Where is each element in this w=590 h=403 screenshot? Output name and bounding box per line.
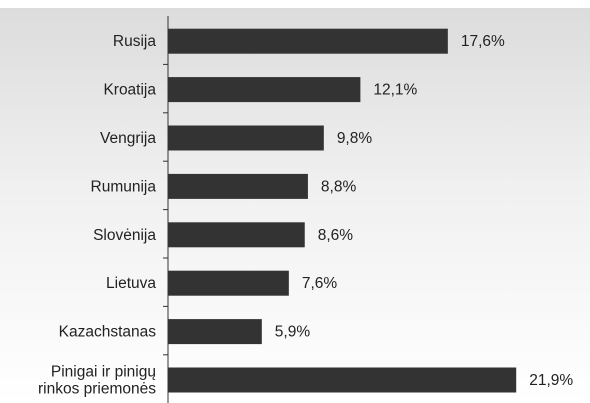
value-label: 21,9% — [529, 372, 573, 389]
category-label: Rusija — [113, 33, 156, 50]
category-label: Lietuva — [106, 275, 156, 292]
bar — [168, 270, 289, 296]
category-label: Slovėnija — [93, 227, 156, 244]
value-label: 8,6% — [318, 227, 354, 244]
value-label: 9,8% — [337, 130, 373, 147]
value-label: 8,8% — [321, 178, 357, 195]
value-label: 17,6% — [461, 33, 505, 50]
bar — [168, 367, 517, 393]
bar — [168, 173, 308, 199]
bar — [168, 28, 448, 54]
bar — [168, 77, 361, 103]
bars-layer — [168, 28, 517, 393]
value-label: 5,9% — [275, 324, 311, 341]
bar — [168, 319, 262, 345]
value-labels: 17,6% 12,1% 9,8% 8,8% 8,6% 7,6% 5,9% 21,9% — [275, 33, 574, 389]
category-label: Pinigai ir pinigų rinkos priemonės — [38, 364, 156, 398]
y-axis-ticks — [163, 63, 168, 356]
bar — [168, 125, 324, 151]
plot-background — [0, 8, 590, 403]
category-labels: Rusija Kroatija Vengrija Rumunija Slovėnija L… — [38, 33, 156, 397]
category-label: Kazachstanas — [59, 324, 157, 341]
value-label: 12,1% — [373, 82, 417, 99]
category-label: Rumunija — [91, 178, 157, 195]
value-label: 7,6% — [302, 275, 338, 292]
category-label: Vengrija — [100, 130, 156, 147]
bar — [168, 222, 305, 248]
category-label: Kroatija — [103, 82, 156, 99]
